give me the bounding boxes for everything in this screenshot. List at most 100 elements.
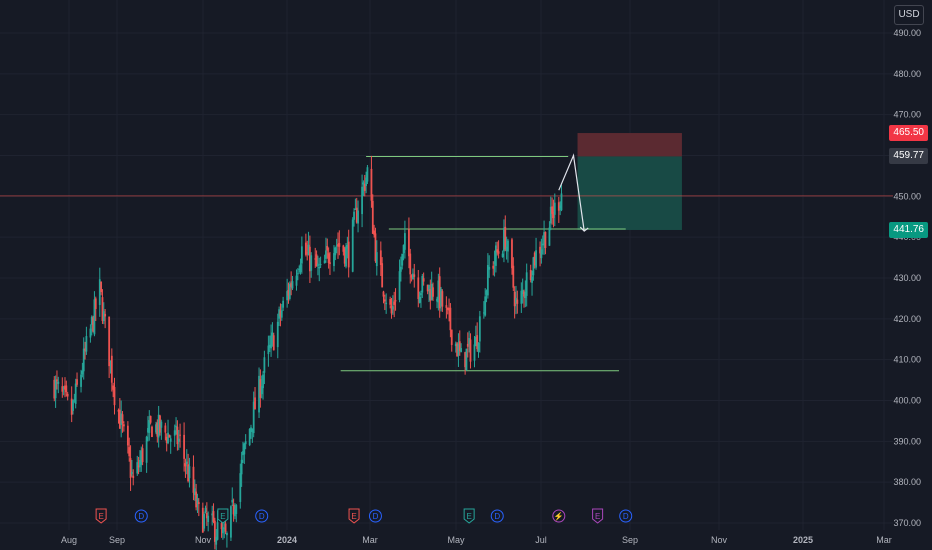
candle-body bbox=[310, 255, 313, 271]
price-scale[interactable] bbox=[893, 0, 932, 550]
candle-body bbox=[488, 266, 491, 270]
grid bbox=[0, 0, 893, 530]
candle-body bbox=[113, 386, 116, 406]
candle-body bbox=[117, 409, 120, 412]
candle-body bbox=[523, 291, 525, 297]
earnings-marker[interactable]: E bbox=[592, 508, 604, 524]
candle-body bbox=[61, 386, 64, 392]
candle-body bbox=[221, 527, 224, 534]
dividend-marker[interactable]: D bbox=[134, 509, 148, 523]
candle-body bbox=[205, 512, 208, 519]
projection-arrow[interactable] bbox=[558, 153, 585, 232]
candle-body bbox=[118, 409, 121, 429]
take-profit-zone[interactable] bbox=[577, 156, 682, 230]
price-tag: 459.77 bbox=[889, 148, 928, 165]
candle-body bbox=[437, 280, 440, 303]
svg-text:E: E bbox=[466, 512, 471, 521]
candle-body bbox=[240, 459, 243, 475]
svg-text:E: E bbox=[98, 512, 103, 521]
candle-body bbox=[391, 306, 394, 310]
candle-body bbox=[262, 374, 264, 389]
split-marker[interactable]: ⚡ bbox=[552, 509, 566, 523]
earnings-marker[interactable]: E bbox=[463, 508, 475, 524]
currency-button[interactable]: USD bbox=[894, 5, 924, 25]
candle-body bbox=[422, 278, 425, 282]
candle-body bbox=[276, 321, 279, 348]
horizontal-levels[interactable] bbox=[0, 155, 893, 372]
candle-body bbox=[268, 344, 271, 348]
candle-body bbox=[251, 428, 254, 432]
candle-body bbox=[493, 261, 496, 264]
dividend-marker[interactable]: D bbox=[368, 509, 382, 523]
candle-body bbox=[254, 397, 256, 410]
projection-path[interactable] bbox=[558, 153, 589, 232]
candle-body bbox=[418, 296, 421, 303]
candle-body bbox=[295, 275, 298, 286]
candle-body bbox=[187, 464, 190, 482]
candle-body bbox=[496, 249, 499, 253]
candle-body bbox=[307, 244, 310, 256]
candle-body bbox=[288, 284, 291, 299]
x-tick-label: 2025 bbox=[793, 535, 813, 545]
event-markers[interactable]: E D E D E D E D ⚡ E D bbox=[95, 508, 633, 524]
candle-body bbox=[72, 400, 74, 411]
candles bbox=[53, 155, 563, 550]
earnings-marker[interactable]: E bbox=[95, 508, 107, 524]
earnings-marker[interactable]: E bbox=[348, 508, 360, 524]
candle-body bbox=[278, 309, 281, 319]
candle-body bbox=[177, 438, 180, 442]
candle-body bbox=[420, 293, 422, 296]
candle-body bbox=[357, 210, 359, 224]
candle-body bbox=[446, 307, 449, 310]
candle-body bbox=[381, 263, 384, 288]
x-axis: Aug Sep Nov 2024 Mar May Jul Sep Nov 2025 Mar bbox=[61, 535, 892, 545]
position-zones[interactable] bbox=[577, 133, 682, 230]
candle-body bbox=[335, 245, 338, 247]
svg-text:E: E bbox=[351, 512, 356, 521]
candle-body bbox=[532, 257, 535, 276]
candle-body bbox=[466, 343, 469, 347]
candle-body bbox=[486, 264, 489, 296]
candle-body bbox=[93, 299, 96, 335]
candle-body bbox=[417, 277, 420, 299]
candle-body bbox=[179, 434, 181, 436]
y-axis[interactable]: 490.00480.00470.00460.00450.00440.00430.… bbox=[893, 0, 932, 550]
candle-body bbox=[544, 232, 547, 249]
dividend-marker[interactable]: D bbox=[255, 509, 269, 523]
y-tick-label: 400.00 bbox=[893, 396, 921, 406]
candle-body bbox=[438, 276, 441, 309]
candle-body bbox=[476, 335, 479, 350]
candle-body bbox=[248, 428, 251, 446]
candle-body bbox=[263, 357, 266, 373]
candle-body bbox=[383, 299, 386, 302]
candle-body bbox=[382, 291, 385, 297]
dividend-marker[interactable]: D bbox=[619, 509, 633, 523]
candle-body bbox=[98, 279, 101, 305]
candle-body bbox=[197, 502, 200, 505]
candle-body bbox=[234, 509, 236, 517]
candle-body bbox=[362, 182, 365, 185]
candle-body bbox=[183, 434, 185, 459]
candle-body bbox=[495, 245, 497, 266]
candle-body bbox=[363, 184, 366, 191]
candle-body bbox=[365, 177, 367, 186]
candle-body bbox=[201, 507, 204, 533]
candle-body bbox=[337, 244, 339, 247]
candle-body bbox=[460, 348, 463, 353]
earnings-marker[interactable]: E bbox=[217, 508, 229, 524]
candle-body bbox=[325, 250, 327, 259]
candle-body bbox=[516, 299, 519, 304]
stop-loss-zone[interactable] bbox=[577, 133, 682, 157]
candle-body bbox=[535, 250, 537, 268]
candle-body bbox=[308, 246, 311, 272]
candle-body bbox=[361, 186, 363, 215]
candle-body bbox=[145, 436, 148, 463]
candle-body bbox=[242, 451, 244, 456]
candle-body bbox=[408, 229, 410, 257]
candle-body bbox=[399, 266, 402, 272]
candle-body bbox=[314, 258, 317, 260]
dividend-marker[interactable]: D bbox=[490, 509, 504, 523]
candle-body bbox=[287, 290, 290, 296]
candle-body bbox=[549, 206, 552, 224]
